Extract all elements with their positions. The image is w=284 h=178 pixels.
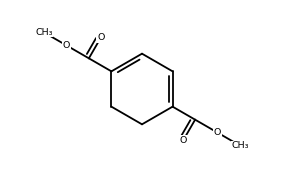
Text: O: O — [214, 128, 221, 137]
Text: O: O — [63, 41, 70, 50]
Text: CH₃: CH₃ — [231, 141, 249, 150]
Text: CH₃: CH₃ — [35, 28, 53, 37]
Text: O: O — [179, 136, 187, 145]
Text: O: O — [97, 33, 105, 42]
